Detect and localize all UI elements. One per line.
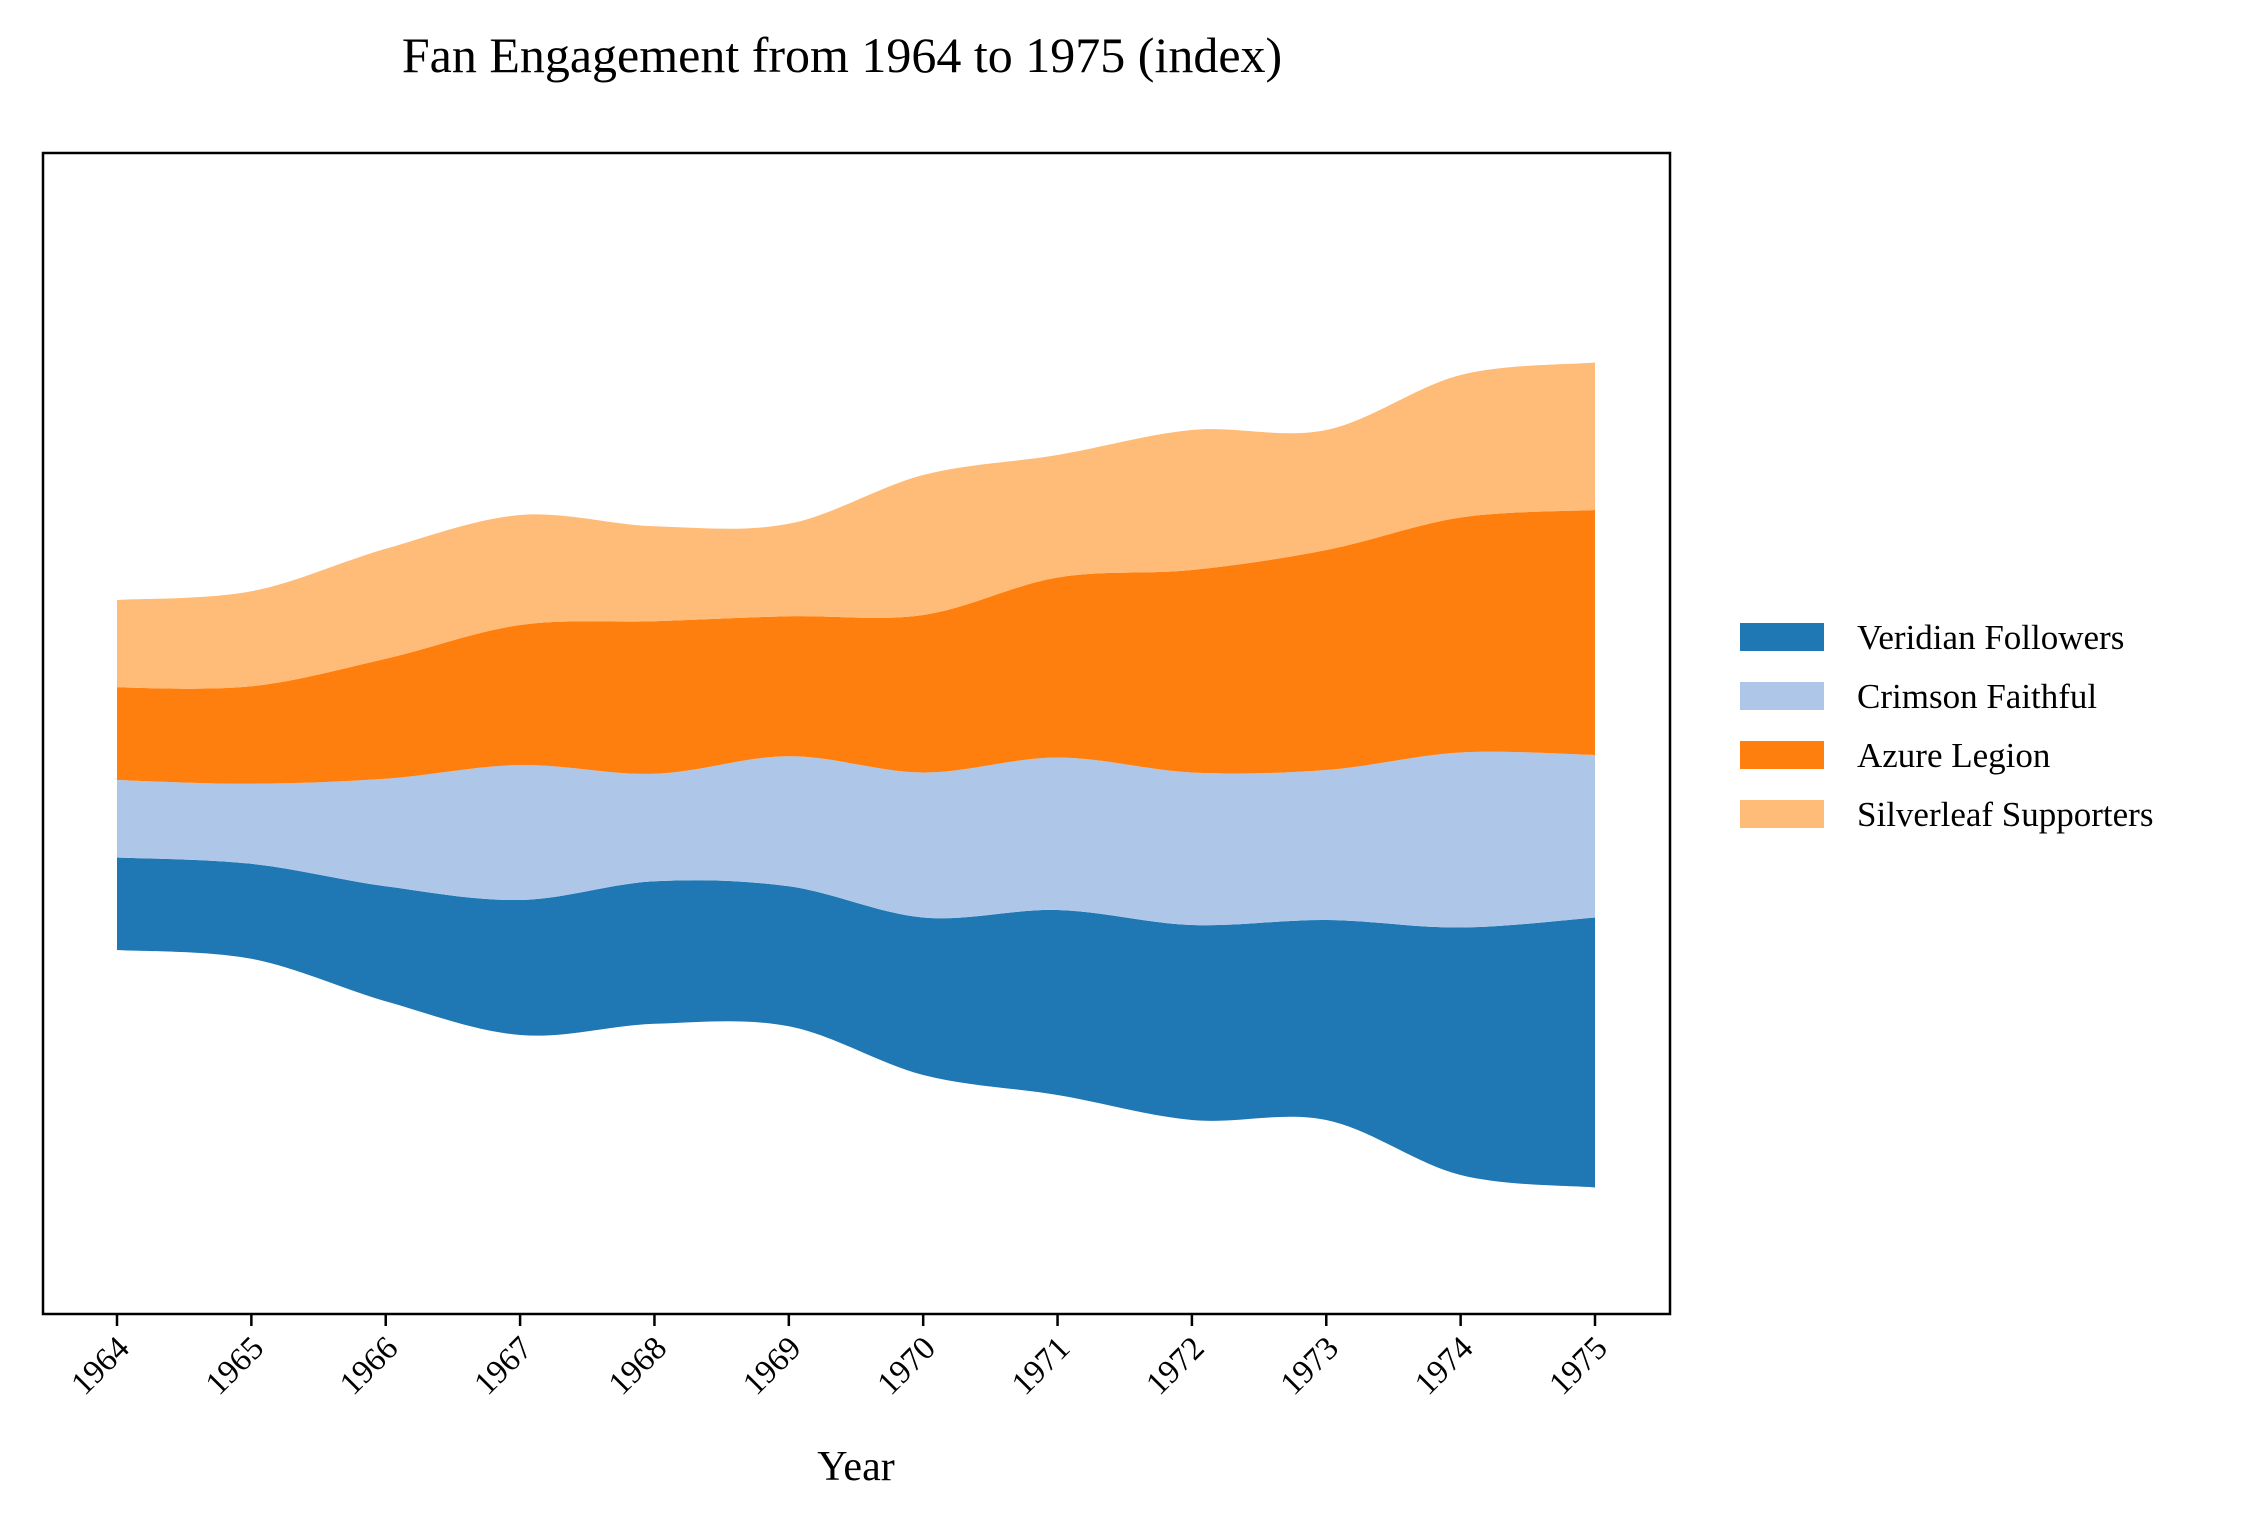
- x-tick-label: 1974: [1408, 1330, 1480, 1402]
- x-tick-label: 1969: [736, 1330, 808, 1402]
- stream-layers: [117, 362, 1595, 1188]
- x-tick-label: 1965: [199, 1330, 271, 1402]
- x-tick-label: 1975: [1543, 1330, 1615, 1402]
- stream-area-silverleaf-supporters: [117, 362, 1595, 689]
- legend-label: Silverleaf Supporters: [1857, 795, 2153, 834]
- chart-title: Fan Engagement from 1964 to 1975 (index): [402, 27, 1282, 83]
- stream-area-veridian-followers: [117, 857, 1595, 1188]
- legend-swatch: [1740, 800, 1824, 828]
- plot-frame: [41, 151, 1672, 1316]
- legend: Veridian Followers Crimson Faithful Azure …: [1740, 618, 2153, 834]
- x-tick-label: 1973: [1274, 1330, 1346, 1402]
- legend-label: Veridian Followers: [1857, 618, 2124, 657]
- x-tick-label: 1970: [871, 1330, 943, 1402]
- legend-swatch: [1740, 741, 1824, 769]
- legend-label: Azure Legion: [1857, 736, 2050, 775]
- x-tick-label: 1964: [65, 1330, 137, 1402]
- stream-area-azure-legion: [117, 510, 1595, 784]
- x-tick-label: 1972: [1139, 1330, 1211, 1402]
- legend-swatch: [1740, 623, 1824, 651]
- x-tick-label: 1968: [602, 1330, 674, 1402]
- x-axis: 1964 1965 1966 1967 1968 1969 1970 1971 1972 1973…: [65, 1314, 1615, 1402]
- x-axis-label: Year: [817, 1444, 894, 1490]
- x-tick-label: 1967: [468, 1330, 540, 1402]
- legend-label: Crimson Faithful: [1857, 677, 2097, 716]
- x-tick-label: 1966: [333, 1330, 405, 1402]
- stream-area-crimson-faithful: [117, 751, 1595, 928]
- x-tick-label: 1971: [1005, 1330, 1077, 1402]
- legend-swatch: [1740, 682, 1824, 710]
